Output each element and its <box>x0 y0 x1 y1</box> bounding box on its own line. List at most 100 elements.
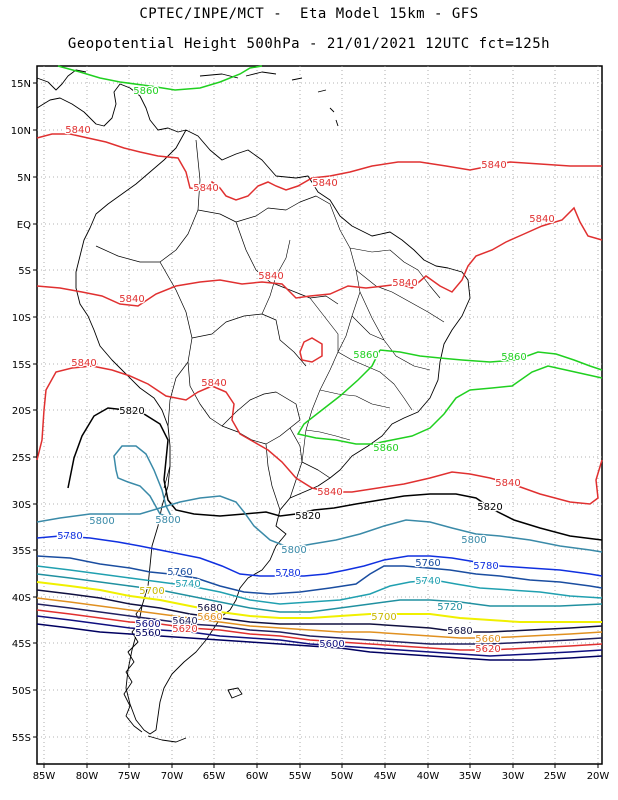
contour-label-5740: 5740 <box>175 579 200 590</box>
lon-tick-label: 65W <box>203 771 226 782</box>
lat-tick-label: 45S <box>12 639 31 650</box>
lat-tick-label: 20S <box>12 406 31 417</box>
contour-label-5840: 5840 <box>65 125 90 136</box>
contour-label-5860: 5860 <box>373 443 398 454</box>
contour-label-5840: 5840 <box>392 278 417 289</box>
contour-5840-south <box>36 365 603 505</box>
contour-5820 <box>67 407 603 541</box>
contour-5840-north <box>36 133 602 201</box>
contour-label-5840: 5840 <box>71 358 96 369</box>
contour-label-5820: 5820 <box>119 406 144 417</box>
coastlines <box>36 69 471 743</box>
lat-lon-grid <box>37 66 602 764</box>
contour-label-5720: 5720 <box>437 602 462 613</box>
contour-label-5820: 5820 <box>477 502 502 513</box>
lat-tick-label: 15S <box>12 360 31 371</box>
chile-fjords <box>123 605 187 743</box>
contour-label-5800: 5800 <box>281 545 306 556</box>
contour-label-5860: 5860 <box>501 352 526 363</box>
lat-tick-label: 30S <box>12 500 31 511</box>
contour-5640 <box>36 603 603 645</box>
contour-label-5780: 5780 <box>57 531 82 542</box>
lat-tick-label: 10S <box>12 313 31 324</box>
contour-label-5700: 5700 <box>139 586 164 597</box>
state-borders <box>261 203 445 463</box>
contour-label-5800: 5800 <box>89 516 114 527</box>
lat-tick-label: 5S <box>18 266 31 277</box>
contour-label-5680: 5680 <box>447 626 472 637</box>
contour-label-5820: 5820 <box>295 511 320 522</box>
contour-label-5560: 5560 <box>135 628 160 639</box>
contour-5780 <box>36 535 603 577</box>
contour-5720 <box>36 573 603 613</box>
contour-labels: 5860 5840 5840 5840 5840 5840 5840 5840 5840 5840… <box>56 85 556 657</box>
lon-tick-label: 30W <box>502 771 525 782</box>
contour-5660 <box>36 597 603 639</box>
map-title-line-1: CPTEC/INPE/MCT - Eta Model 15km - GFS <box>139 6 479 22</box>
contour-5860-south <box>296 349 603 445</box>
lat-tick-label: 5N <box>17 173 31 184</box>
lat-tick-label: 10N <box>11 126 31 137</box>
contour-label-5620: 5620 <box>475 644 500 655</box>
contour-label-5600: 5600 <box>319 639 344 650</box>
contour-label-5760: 5760 <box>167 567 192 578</box>
contour-label-5780: 5780 <box>473 561 498 572</box>
height-contours <box>36 65 603 661</box>
contour-5840-loop <box>299 337 323 363</box>
lon-tick-label: 35W <box>459 771 482 782</box>
contour-label-5840: 5840 <box>119 294 144 305</box>
contour-5620 <box>36 609 603 651</box>
lat-tick-label: 40S <box>12 593 31 604</box>
caribbean-islands <box>199 71 339 127</box>
contour-label-5840: 5840 <box>312 178 337 189</box>
lon-tick-label: 80W <box>76 771 99 782</box>
lon-tick-label: 60W <box>246 771 269 782</box>
contour-label-5840: 5840 <box>258 271 283 282</box>
contour-label-5840: 5840 <box>193 183 218 194</box>
contour-label-5840: 5840 <box>317 487 342 498</box>
contour-label-5760: 5760 <box>415 558 440 569</box>
lat-tick-label: 15N <box>11 79 31 90</box>
contour-5860-cap <box>379 349 603 371</box>
contour-label-5840: 5840 <box>495 478 520 489</box>
contour-label-5700: 5700 <box>371 612 396 623</box>
contour-5760 <box>36 555 603 595</box>
contour-5680 <box>36 589 603 633</box>
lat-tick-label: 50S <box>12 686 31 697</box>
lat-tick-label: 55S <box>12 733 31 744</box>
contour-label-5840: 5840 <box>201 378 226 389</box>
lon-tick-label: 20W <box>587 771 610 782</box>
contour-label-5740: 5740 <box>415 576 440 587</box>
contour-5800 <box>36 495 603 553</box>
lat-tick-label: 25S <box>12 453 31 464</box>
contour-label-5800: 5800 <box>461 535 486 546</box>
lon-tick-label: 85W <box>33 771 56 782</box>
falkland-islands <box>227 687 243 699</box>
lat-tick-label: 35S <box>12 546 31 557</box>
lon-tick-label: 55W <box>289 771 312 782</box>
contour-label-5780: 5780 <box>275 568 300 579</box>
contour-5840-equatorial <box>36 206 603 307</box>
contour-5740 <box>36 565 603 605</box>
lon-tick-label: 40W <box>417 771 440 782</box>
lon-tick-label: 70W <box>161 771 184 782</box>
contour-label-5860: 5860 <box>353 350 378 361</box>
map-title-line-2: Geopotential Height 500hPa - 21/01/2021 … <box>67 36 551 52</box>
lon-tick-label: 75W <box>118 771 141 782</box>
contour-5600 <box>36 615 603 657</box>
lon-tick-label: 45W <box>374 771 397 782</box>
contour-label-5860: 5860 <box>133 86 158 97</box>
axis-ticks: 15N 10N 5N EQ 5S 10S 15S 20S 25S 30S 35S 40S 45S 50S 5… <box>11 79 610 782</box>
contour-5860-north <box>57 65 263 91</box>
contour-label-5620: 5620 <box>172 624 197 635</box>
lon-tick-label: 50W <box>331 771 354 782</box>
lon-tick-label: 25W <box>544 771 567 782</box>
contour-label-5660: 5660 <box>197 612 222 623</box>
contour-label-5800: 5800 <box>155 515 180 526</box>
map-frame <box>36 65 603 765</box>
contour-label-5660: 5660 <box>475 634 500 645</box>
central-america-north <box>36 69 87 91</box>
contour-5560 <box>36 623 603 661</box>
contour-5700 <box>36 581 602 623</box>
